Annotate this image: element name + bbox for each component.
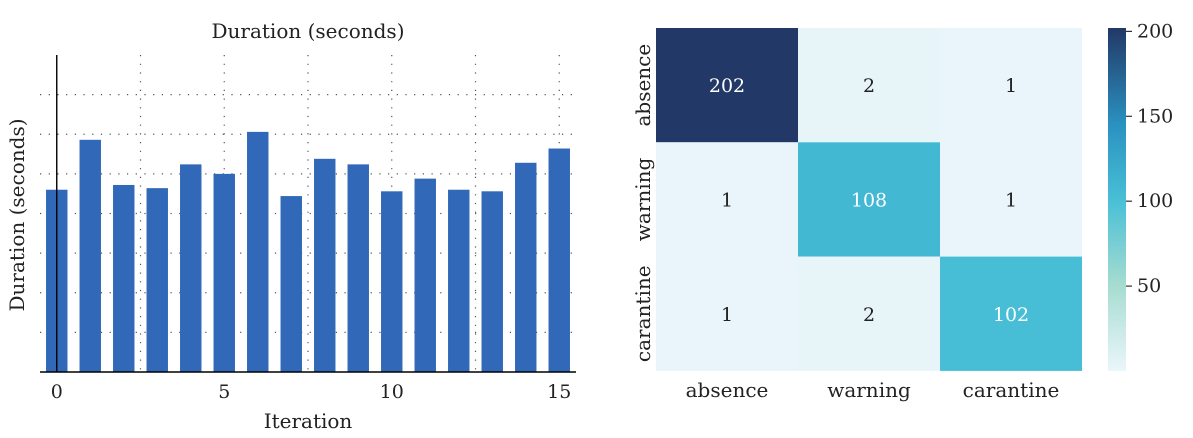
heatmap-cell <box>940 28 1082 143</box>
heatmap-col-label: absence <box>686 378 769 402</box>
bar <box>414 178 436 372</box>
bar <box>448 189 470 372</box>
bar <box>180 164 202 372</box>
colorbar-tick-label: 100 <box>1137 190 1173 212</box>
heatmap-col-label: warning <box>827 378 911 402</box>
colorbar-tick-label: 50 <box>1137 275 1161 297</box>
heatmap-value: 1 <box>721 189 733 211</box>
heatmap-cell <box>798 28 940 143</box>
colorbar-ticks: 50 100 150 200 <box>1126 20 1173 297</box>
bar <box>481 191 503 372</box>
colorbar-tick-label: 150 <box>1137 105 1173 127</box>
heatmap-col-label: carantine <box>963 378 1060 402</box>
bar <box>381 191 403 372</box>
bar <box>146 188 168 372</box>
heatmap-value: 108 <box>851 189 887 211</box>
bar-chart: Duration (seconds) 0 5 10 15 Iteration Dura… <box>5 19 576 433</box>
bar <box>247 131 269 372</box>
heatmap-cells: 202 2 1 1 108 1 1 2 102 <box>656 28 1082 371</box>
colorbar-tick-label: 200 <box>1137 20 1173 42</box>
heatmap-value: 1 <box>1005 189 1017 211</box>
bar <box>347 164 369 372</box>
heatmap-cell <box>656 256 798 371</box>
bar-y-axis-label: Duration (seconds) <box>5 118 29 311</box>
bar <box>280 196 302 372</box>
x-tick-label: 5 <box>218 381 230 403</box>
bar <box>548 148 570 372</box>
heatmap-row-label: warning <box>631 157 655 241</box>
bar-x-axis-label: Iteration <box>264 409 353 433</box>
heatmap-chart: 202 2 11 108 11 2 102 absencewarningcarantine … <box>631 20 1173 402</box>
bar <box>113 184 135 372</box>
x-tick-label: 15 <box>547 381 571 403</box>
heatmap-cell <box>656 28 798 143</box>
heatmap-col-labels: absence warning carantine <box>686 378 1060 402</box>
heatmap-row-labels: absence warning carantine <box>631 44 655 362</box>
heatmap-row-label: carantine <box>631 265 655 362</box>
heatmap-cell <box>940 142 1082 257</box>
bar-chart-title: Duration (seconds) <box>211 19 404 43</box>
colorbar <box>1108 28 1126 371</box>
x-tick-label: 10 <box>380 381 404 403</box>
heatmap-cell <box>798 256 940 371</box>
bar-grid <box>40 55 576 372</box>
heatmap-value: 1 <box>1005 75 1017 97</box>
bar <box>79 139 101 372</box>
heatmap-cell <box>798 142 940 257</box>
x-tick-label: 0 <box>51 381 63 403</box>
heatmap-value: 2 <box>863 304 875 326</box>
bar-marks <box>46 131 570 372</box>
bar <box>515 162 537 372</box>
heatmap-cell <box>940 256 1082 371</box>
heatmap-value: 2 <box>863 75 875 97</box>
heatmap-value: 102 <box>993 304 1029 326</box>
heatmap-row-label: absence <box>631 44 655 127</box>
heatmap-value: 202 <box>709 75 745 97</box>
bar-x-ticks: 0 5 10 15 <box>51 381 572 403</box>
heatmap-cell <box>656 142 798 257</box>
heatmap-value: 1 <box>721 304 733 326</box>
bar <box>314 158 336 372</box>
bar <box>213 173 235 372</box>
